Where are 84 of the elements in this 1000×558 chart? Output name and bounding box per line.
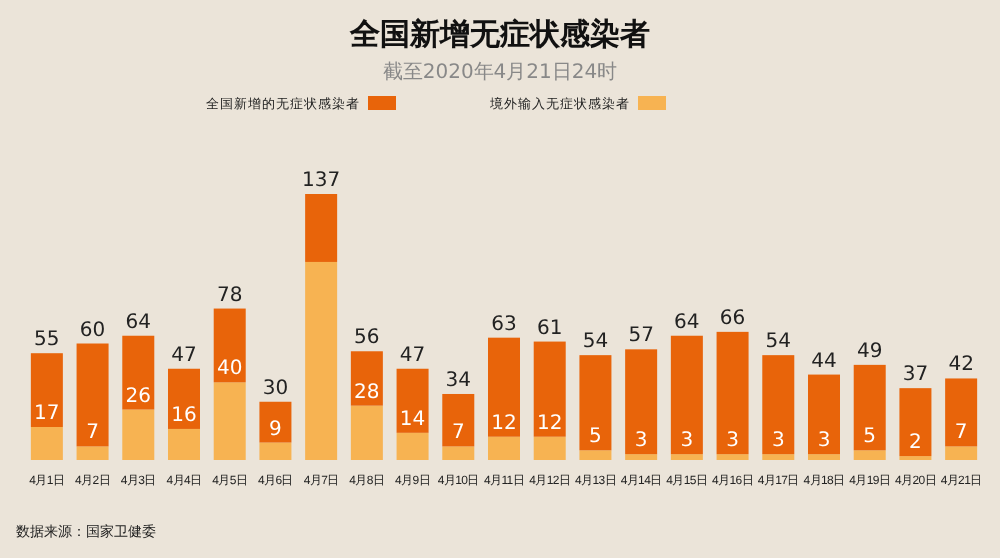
data-label: 3 [680,430,694,453]
bar [30,426,63,460]
total-label: 66 [719,307,746,330]
bar [442,393,475,447]
bar [213,382,246,460]
bar [259,442,292,460]
bar [396,432,429,460]
bar [168,428,200,460]
total-label: 61 [536,317,563,340]
bar [76,446,109,460]
bar [853,364,886,451]
data-label: 7 [451,422,465,445]
data-label: 28 [354,381,380,404]
bar [168,368,200,429]
bar [945,446,978,460]
bar [853,450,886,460]
data-label: 7 [86,422,99,445]
data-label: 16 [171,404,197,427]
bar [808,374,840,455]
total-label: 63 [491,313,517,336]
total-label: 47 [171,344,197,367]
data-label: 3 [771,430,785,453]
bar [122,409,155,460]
bar [488,436,520,460]
data-label: 12 [536,412,563,435]
total-label: 137 [302,170,341,192]
bar [533,436,566,460]
bar [76,343,109,447]
data-label: 7 [954,422,968,445]
data-label: 12 [491,412,517,435]
data-label: 14 [399,408,426,431]
bar [625,454,658,460]
total-label: 57 [628,325,654,348]
bar [488,337,520,437]
data-label: 5 [863,426,877,449]
bar [213,308,246,383]
data-label: 9 [269,418,282,441]
bar [305,261,338,460]
data-label: 17 [34,402,60,425]
total-label: 55 [34,329,60,352]
total-label: 54 [765,331,792,354]
data-label: 3 [726,430,739,453]
total-label: 78 [216,284,243,307]
total-label: 37 [902,364,929,387]
total-label: 30 [262,377,289,400]
bar [305,194,338,262]
data-label: 3 [817,430,831,453]
total-label: 64 [674,311,700,334]
data-label: 40 [216,358,243,381]
bar [396,368,429,433]
bar [442,446,475,460]
total-label: 64 [125,311,152,334]
bar [259,401,292,443]
total-label: 34 [445,369,472,392]
data-label: 26 [125,385,152,408]
bar [899,388,932,457]
bar [533,341,566,437]
bar [808,454,840,460]
total-label: 54 [582,331,609,354]
total-label: 49 [856,340,883,363]
bar [762,454,795,460]
bar [122,335,155,410]
total-label: 47 [399,344,426,367]
data-label: 2 [909,432,922,455]
bar [670,454,703,460]
chart-subtitle: 截至2020年4月21日24时 [382,60,618,84]
bar [350,351,383,406]
total-label: 44 [811,350,837,373]
bar [716,454,749,460]
data-label: 5 [589,426,602,449]
bar [625,349,658,455]
total-label: 56 [354,327,380,350]
bar [579,450,612,460]
data-label: 3 [634,430,648,453]
bar [945,378,978,447]
bar [579,355,612,451]
chart-title: 全国新增无症状感染者 [348,16,650,52]
bar [30,353,63,427]
total-label: 42 [948,354,974,377]
bar [762,355,795,455]
total-label: 60 [79,319,106,342]
bar [350,405,383,460]
bar [670,335,703,455]
bar [716,331,749,455]
